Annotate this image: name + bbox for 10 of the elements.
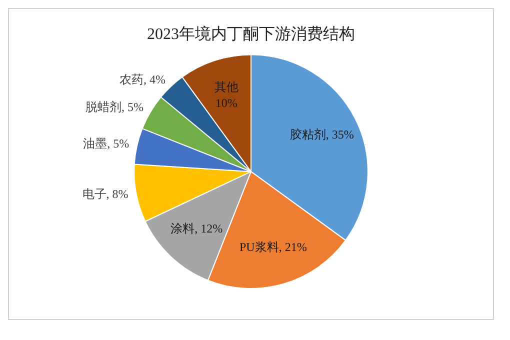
slice-label: 农药, 4% [120, 72, 166, 87]
slice-label: 电子, 8% [82, 187, 128, 202]
slice-label: 脱蜡剂, 5% [85, 100, 144, 114]
data-label: 10% [215, 96, 238, 110]
slice-label: 油墨, 5% [83, 136, 130, 151]
slice-label: 其他 [214, 80, 238, 94]
slice-label: 胶粘剂, 35% [290, 128, 354, 142]
chart-title: 2023年境内丁酮下游消费结构 [147, 24, 355, 43]
slice-label: 涂料, 12% [170, 222, 223, 236]
slice-label: PU浆料, 21% [240, 240, 307, 254]
